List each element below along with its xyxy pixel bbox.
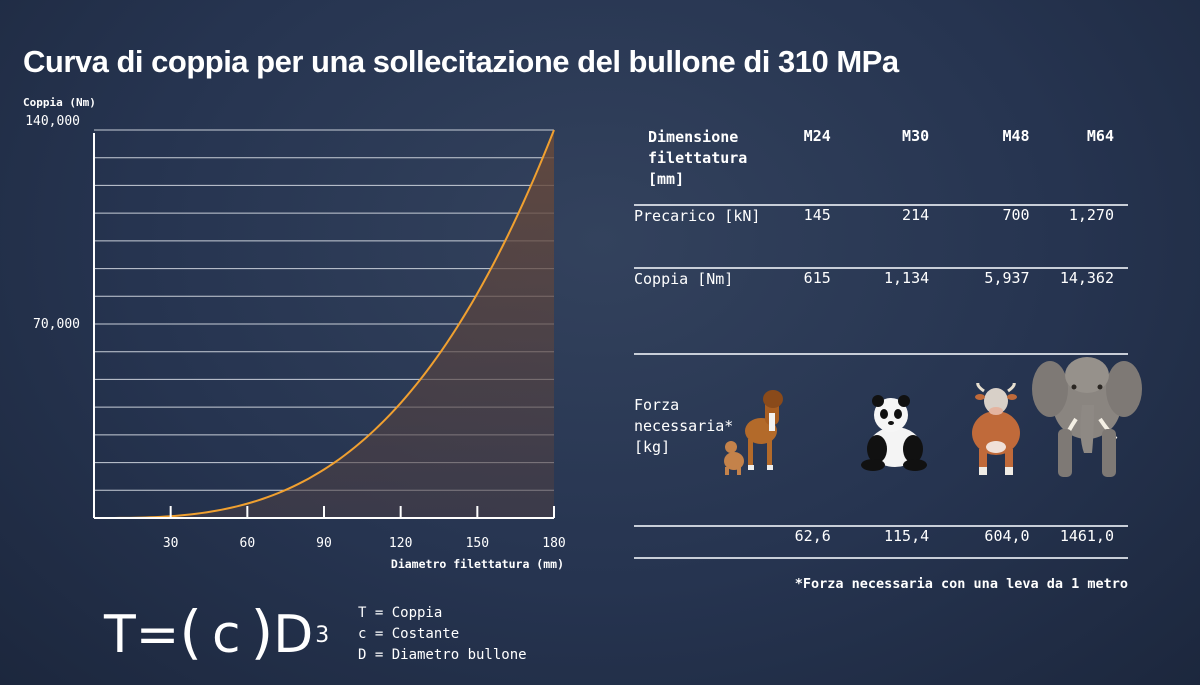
table-cell: 700: [929, 205, 1030, 269]
row-label: Precarico [kN]: [634, 205, 778, 269]
torque-curve-chart: 30 60 90 120 150 180 140,000 70,000: [25, 114, 566, 551]
elephant-icon: [1031, 357, 1142, 477]
table-cell: 14,362: [1029, 268, 1128, 355]
header-label: Dimensione filettatura [mm]: [634, 116, 778, 206]
table-cell: 62,6: [777, 526, 831, 559]
table-row-forza: Forza necessaria* [kg]: [634, 354, 1142, 527]
x-tick-label: 30: [163, 536, 179, 551]
table-cell: 115,4: [830, 526, 930, 559]
formula-legend: T = Coppia c = Costante D = Diametro bul…: [358, 603, 527, 666]
table-row-kg: 62,6 115,4 604,0 1461,0: [634, 526, 1128, 559]
formula-t: T: [104, 605, 136, 665]
table-cell: 145: [777, 205, 831, 269]
header-size-m48: M48: [929, 116, 1030, 206]
table-row-precarico: Precarico [kN] 145 214 700 1,270: [634, 205, 1128, 269]
y-tick-label: 140,000: [25, 114, 80, 129]
header-size-m64: M64: [1029, 116, 1128, 206]
x-tick-label: 60: [240, 536, 256, 551]
legend-item-t: T = Coppia: [358, 605, 443, 621]
x-tick-label: 120: [389, 536, 412, 551]
table-cell: 1,270: [1029, 205, 1128, 269]
row-label: Coppia [Nm]: [634, 268, 778, 355]
y-axis-title: Coppia (Nm): [23, 96, 96, 109]
dog-icon: [724, 390, 784, 475]
torque-formula: T=(c)D3: [104, 600, 329, 667]
legend-item-c: c = Costante: [358, 626, 460, 642]
x-tick-label: 90: [316, 536, 332, 551]
table-row-coppia: Coppia [Nm] 615 1,134 5,937 14,362: [634, 268, 1128, 355]
x-tick-label: 150: [466, 536, 489, 551]
torque-area: [94, 130, 554, 518]
y-tick-label: 70,000: [33, 317, 80, 332]
footnote: *Forza necessaria con una leva da 1 metr…: [794, 576, 1128, 592]
formula-exponent: 3: [315, 623, 330, 648]
formula-d: D: [273, 605, 314, 665]
formula-lparen: (: [179, 598, 202, 666]
x-axis-title: Diametro filettatura (mm): [390, 557, 564, 571]
table-cell: 615: [777, 268, 831, 355]
page-title: Curva di coppia per una sollecitazione d…: [23, 44, 899, 79]
table-cell: 1461,0: [1029, 526, 1128, 559]
header-size-m24: M24: [777, 116, 831, 206]
formula-rparen: ): [250, 598, 274, 666]
bolt-data-table: Dimensione filettatura [mm] M24 M30 M48 …: [634, 116, 1142, 559]
table-header-row: Dimensione filettatura [mm] M24 M30 M48 …: [634, 116, 1128, 206]
x-tick-label: 180: [542, 536, 565, 551]
table-cell: 1,134: [830, 268, 930, 355]
table-cell: 214: [830, 205, 930, 269]
x-ticks: 30 60 90 120 150 180: [163, 506, 566, 551]
panda-icon: [860, 395, 927, 471]
formula-equals: =: [135, 605, 180, 665]
table-cell: 5,937: [929, 268, 1030, 355]
legend-item-d: D = Diametro bullone: [358, 647, 527, 663]
formula-c: c: [211, 605, 241, 665]
header-size-m30: M30: [830, 116, 930, 206]
table-cell: 604,0: [929, 526, 1030, 559]
y-ticks: 140,000 70,000: [25, 114, 80, 332]
cow-icon: [972, 383, 1021, 475]
